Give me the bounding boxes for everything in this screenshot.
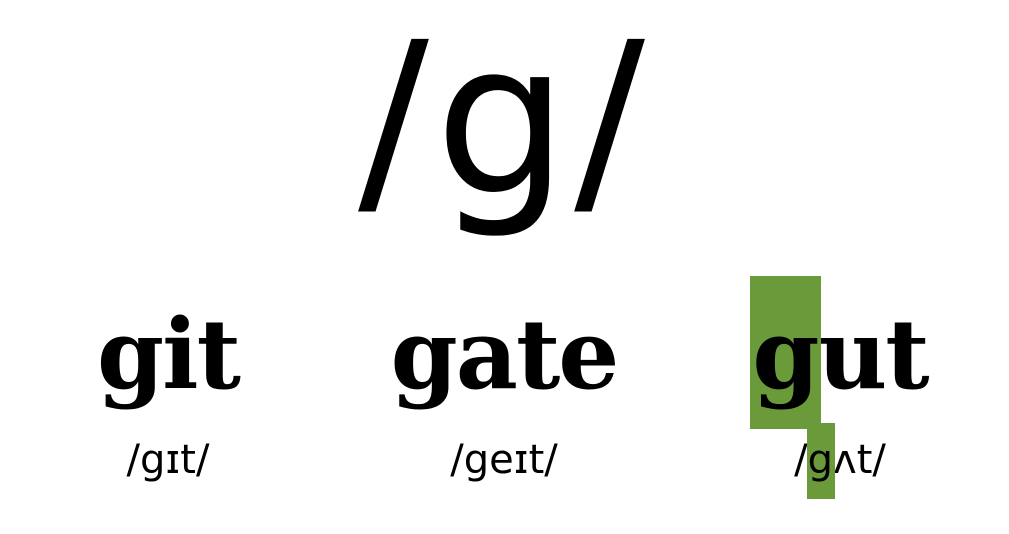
example-ipa: /geɪt/ <box>336 438 672 482</box>
example-gate: gate /geɪt/ <box>336 280 672 520</box>
word-text: gate <box>390 298 620 411</box>
ipa-text: /geɪt/ <box>450 437 558 483</box>
example-word: gate <box>336 305 672 405</box>
ipa-highlighted-letter: g <box>807 437 834 483</box>
example-gut: gut /gʌt/ <box>672 280 1008 520</box>
word-text: git <box>97 298 241 411</box>
example-ipa: /gɪt/ <box>0 438 336 482</box>
example-git: git /gɪt/ <box>0 280 336 520</box>
word-rest: ut <box>817 298 929 411</box>
example-word: git <box>0 305 336 405</box>
word-highlighted-letter: g <box>752 298 819 411</box>
example-ipa: /gʌt/ <box>672 438 1008 482</box>
example-word: gut <box>672 305 1008 405</box>
ipa-rest: ʌt/ <box>833 437 886 483</box>
phoneme-title: /g/ <box>358 0 651 242</box>
ipa-text: /gɪt/ <box>126 437 210 483</box>
ipa-slash-open: / <box>794 437 808 483</box>
